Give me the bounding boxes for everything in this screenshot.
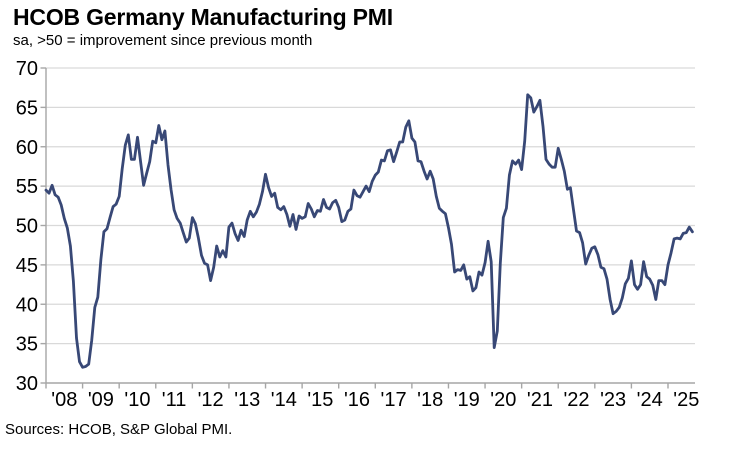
x-axis-tick-label: '09: [88, 389, 114, 411]
x-axis: '08 '09 '10 '11 '12 '13 '14 '15 '16 '17 '18 '19 '20 '…: [45, 383, 699, 411]
chart-title: HCOB Germany Manufacturing PMI: [13, 4, 393, 30]
x-axis-tick-label: '14: [271, 389, 297, 411]
y-axis-tick-label: 65: [16, 97, 38, 119]
y-axis-tick-label: 70: [16, 58, 38, 80]
x-axis-tick-label: '23: [600, 389, 626, 411]
x-axis-tick-label: '21: [527, 389, 553, 411]
x-axis-tick-label: '17: [381, 389, 407, 411]
y-axis-tick-label: 45: [16, 255, 38, 277]
x-axis-tick-label: '16: [344, 389, 370, 411]
x-axis-tick-label: '13: [234, 389, 260, 411]
x-axis-tick-label: '25: [673, 389, 699, 411]
y-axis: 30 35 40 45 50 55 60 65 70: [16, 58, 46, 395]
chart-sources: Sources: HCOB, S&P Global PMI.: [5, 421, 233, 438]
x-axis-tick-label: '22: [563, 389, 589, 411]
x-axis-tick-label: '19: [454, 389, 480, 411]
chart-subtitle: sa, >50 = improvement since previous mon…: [13, 32, 313, 49]
y-axis-tick-label: 35: [16, 334, 38, 356]
x-axis-tick-label: '10: [124, 389, 150, 411]
x-axis-tick-label: '08: [51, 389, 77, 411]
x-axis-tick-label: '18: [417, 389, 443, 411]
gridlines: [46, 67, 695, 345]
x-axis-tick-label: '15: [307, 389, 333, 411]
y-axis-tick-label: 60: [16, 137, 38, 159]
y-axis-tick-label: 50: [16, 216, 38, 238]
y-axis-tick-label: 40: [16, 294, 38, 316]
x-axis-tick-label: '11: [162, 389, 187, 411]
x-axis-tick-label: '24: [637, 389, 663, 411]
x-axis-tick-label: '12: [198, 389, 224, 411]
y-axis-tick-label: 30: [16, 373, 38, 395]
x-axis-tick-label: '20: [490, 389, 516, 411]
pmi-series-line: [44, 93, 694, 369]
y-axis-tick-label: 55: [16, 176, 38, 198]
